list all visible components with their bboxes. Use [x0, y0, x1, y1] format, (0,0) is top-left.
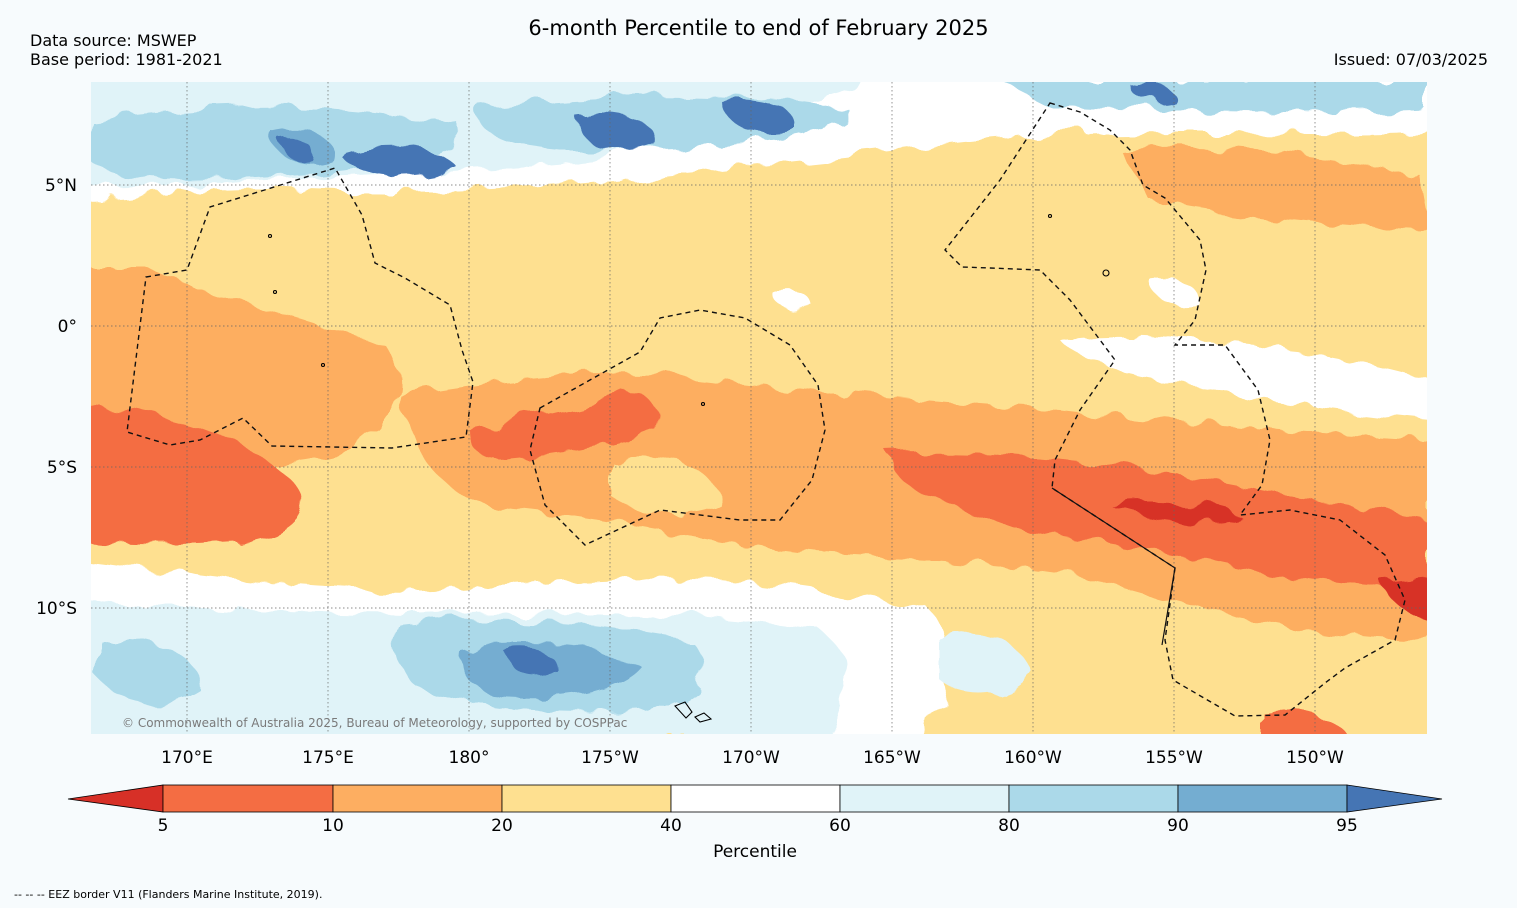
patch-north-dark-2: [575, 113, 656, 152]
patch-south-lightblue-2: [940, 636, 1030, 694]
patch-se-red: [1260, 708, 1347, 734]
patch-white-small: [775, 291, 812, 313]
lon-tick-label: 175°W: [581, 748, 639, 768]
eez-west: [126, 167, 474, 449]
lat-tick-label: 0°: [58, 317, 77, 337]
patch-south-dark: [505, 649, 559, 679]
footnote-eez: -- -- -- EEZ border V11 (Flanders Marine…: [14, 888, 323, 901]
colorbar-segment: [1177, 784, 1348, 813]
patch-equatorial-white: [1060, 335, 1427, 420]
colorbar-tick-label: 90: [1167, 816, 1189, 836]
lon-tick-label: 170°E: [161, 748, 213, 768]
lon-tick-label: 165°W: [863, 748, 921, 768]
percentile-field: [91, 82, 1427, 734]
data-source-label: Data source: MSWEP: [30, 31, 197, 50]
eez-central: [529, 309, 826, 546]
colorbar-extend-low: [67, 784, 164, 813]
eez-borders: [126, 102, 1406, 717]
gridlines: [91, 82, 1427, 734]
patch-north-dark-5: [280, 138, 314, 162]
colorbar-segment: [839, 784, 1010, 813]
islands: [267, 213, 1110, 723]
colorbar-tick-label: 20: [491, 816, 513, 836]
page-title: 6-month Percentile to end of February 20…: [528, 16, 989, 40]
colorbar: 5 10 20 40 60 80 90 95 Percentile: [67, 784, 1443, 862]
patch-sw-blue: [100, 639, 200, 703]
credit-text: © Commonwealth of Australia 2025, Bureau…: [122, 716, 627, 730]
colorbar-tick-label: 5: [158, 816, 169, 836]
lon-tick-label: 170°W: [722, 748, 780, 768]
eez-east: [944, 102, 1406, 717]
patch-north-blue-3: [1004, 82, 1427, 113]
patch-west-orange: [91, 270, 400, 464]
patch-north-dark-1: [340, 146, 455, 177]
issued-date-label: Issued: 07/03/2025: [1333, 50, 1488, 69]
patch-north-dark-4: [1130, 83, 1173, 102]
colorbar-tick-label: 80: [998, 816, 1020, 836]
lon-tick-label: 180°: [449, 748, 490, 768]
lat-tick-label: 5°N: [45, 176, 77, 196]
eez-solid-segment: [1051, 487, 1176, 646]
colorbar-segment: [332, 784, 503, 813]
patch-east-darkred-1: [1110, 503, 1240, 521]
colorbar-segment: [162, 784, 334, 813]
colorbar-tick-label: 95: [1336, 816, 1358, 836]
colorbar-label: Percentile: [713, 842, 797, 862]
patch-west-red: [91, 405, 302, 544]
colorbar-tick-label: 40: [660, 816, 682, 836]
lat-tick-label: 10°S: [36, 599, 77, 619]
colorbar-segment: [670, 784, 841, 813]
band-central-orange: [400, 372, 1427, 640]
patch-white-small-2: [1150, 278, 1196, 302]
lon-tick-label: 150°W: [1286, 748, 1344, 768]
colorbar-tick-label: 10: [322, 816, 344, 836]
patch-north-dark-3: [720, 98, 796, 132]
base-period-label: Base period: 1981-2021: [30, 50, 223, 69]
patch-central-yellow: [610, 457, 720, 514]
colorbar-tick-label: 60: [829, 816, 851, 836]
patch-ne-orange: [1120, 147, 1427, 230]
lat-tick-label: 5°S: [47, 458, 77, 478]
colorbar-segment: [501, 784, 672, 813]
colorbar-extend-high: [1346, 784, 1443, 813]
colorbar-segment: [1008, 784, 1179, 813]
lon-tick-label: 155°W: [1145, 748, 1203, 768]
lon-tick-label: 175°E: [302, 748, 354, 768]
patch-east-red: [890, 453, 1427, 590]
patch-central-red-1: [470, 393, 656, 460]
lon-tick-label: 160°W: [1004, 748, 1062, 768]
